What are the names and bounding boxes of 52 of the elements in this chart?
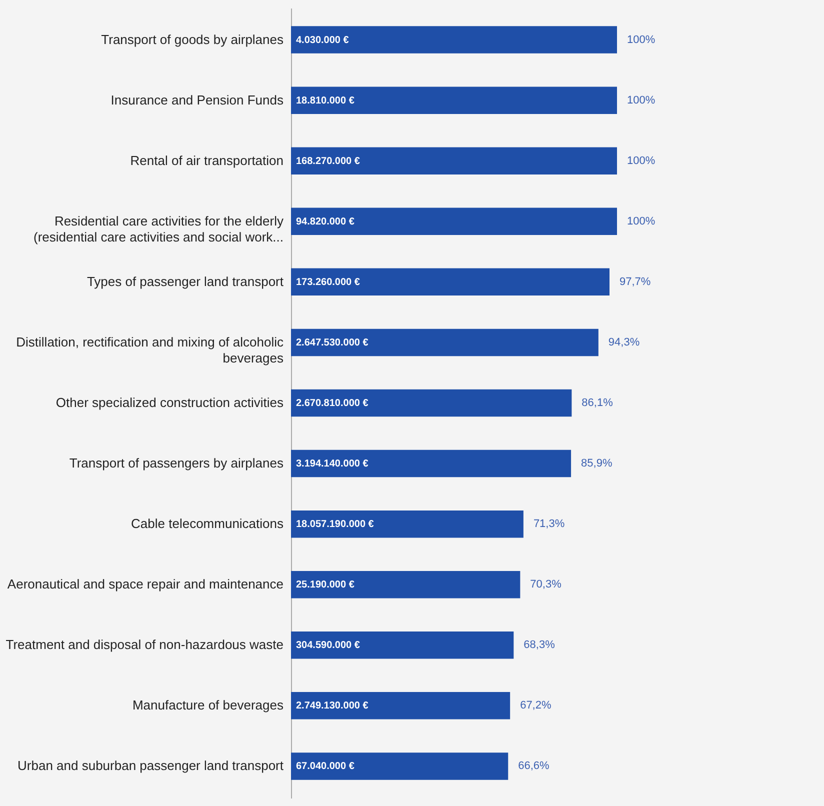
bar: [291, 147, 617, 174]
data-label: 68,3%: [524, 639, 556, 652]
bar: [291, 86, 617, 114]
y-tick-label: Distillation, rectification and mixing of alcoholic beverages: [16, 334, 284, 366]
annotation: 94.820.000 €: [296, 216, 355, 228]
bar: [291, 26, 617, 54]
y-tick-label: Types of passenger land transport: [86, 274, 284, 289]
annotation: 168.270.000 €: [296, 156, 360, 167]
data-label: 100%: [627, 215, 656, 228]
y-tick-label: Transport of goods by airplanes: [101, 32, 284, 47]
bar: [291, 208, 617, 236]
bar: [291, 570, 520, 598]
data-label: 70,3%: [530, 578, 562, 591]
annotation: 304.590.000 €: [296, 640, 360, 652]
data-label: 67,2%: [520, 700, 552, 712]
data-label: 86,1%: [582, 397, 614, 409]
y-tick-label: Transport of passengers by airplanes: [69, 456, 284, 471]
bar: [291, 268, 610, 296]
data-label: 66,6%: [518, 760, 550, 772]
y-tick-label: Treatment and disposal of non-hazardous waste: [6, 637, 284, 652]
annotation: 2.749.130.000 €: [296, 700, 369, 712]
y-tick-label: Cable telecommunications: [131, 516, 284, 532]
bar: [291, 328, 598, 356]
y-tick-label: Urban and suburban passenger land transport: [18, 758, 284, 774]
data-label: 100%: [627, 154, 656, 167]
data-label: 85,9%: [581, 458, 612, 470]
annotation: 25.190.000 €: [296, 580, 355, 591]
data-label: 100%: [627, 94, 656, 106]
annotation: 173.260.000 €: [296, 276, 360, 288]
annotation: 18.057.190.000 €: [296, 519, 374, 530]
y-tick-label: Manufacture of beverages: [132, 698, 284, 713]
data-label: 94,3%: [608, 336, 640, 348]
y-tick-label: Aeronautical and space repair and maintenance: [7, 576, 284, 592]
data-label: 71,3%: [533, 518, 565, 530]
y-tick-label: Residential care activities for the elderly (residential care activities and social work...: [34, 213, 284, 244]
data-label: 97,7%: [620, 276, 651, 288]
y-tick-label: Rental of air transportation: [130, 152, 284, 168]
annotation: 4.030.000 €: [296, 34, 350, 46]
bar: [291, 450, 572, 478]
y-tick-label: Other specialized construction activities: [56, 395, 284, 410]
y-tick-label: Insurance and Pension Funds: [110, 92, 284, 108]
annotation: 18.810.000 €: [296, 95, 355, 106]
data-label: 100%: [627, 34, 656, 46]
bar: [291, 692, 510, 720]
annotation: 3.194.140.000 €: [296, 458, 369, 470]
annotation: 2.647.530.000 €: [296, 337, 369, 348]
bar: [291, 510, 524, 538]
annotation: 67.040.000 €: [296, 761, 355, 772]
bar: [291, 389, 572, 417]
annotation: 2.670.810.000 €: [296, 398, 369, 409]
bar: [291, 632, 514, 659]
bar: [291, 752, 508, 780]
